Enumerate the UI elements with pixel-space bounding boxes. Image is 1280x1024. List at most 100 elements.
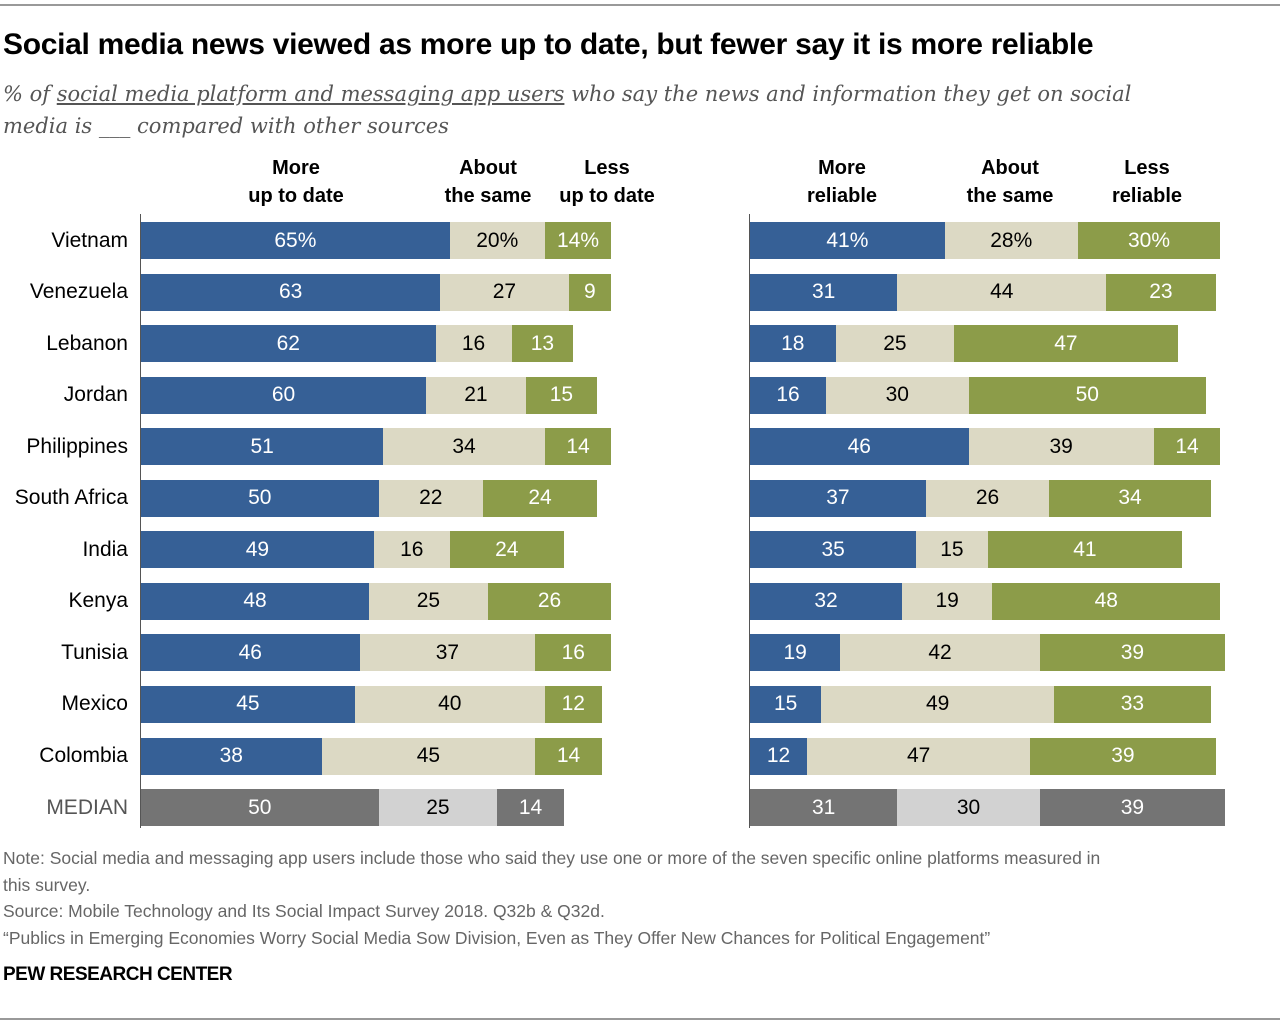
bar-segment: 46 [750,428,969,466]
bar-segment: 14 [544,428,612,466]
bar-segment: 20% [449,222,545,259]
bar-segment: 15 [525,376,597,414]
bar-segment: 22 [378,479,483,517]
bar-segment: 9 [568,273,612,311]
left-axis [140,214,141,828]
bar-segment: 39 [1030,737,1216,775]
bar-segment: 15 [750,685,822,723]
bar-segment: 30 [826,376,969,414]
header-less-reliable: Less reliable [1111,157,1183,207]
category-label: Colombia [39,744,128,767]
bar-segment: 44 [897,273,1107,311]
bar-segment: 34 [383,428,545,466]
chart-subtitle: % of social media platform and messaging… [3,78,1183,142]
bar-segment: 62 [141,325,436,363]
bar-segment: 45 [321,737,536,775]
bar-segment: 30% [1077,222,1221,259]
bar-segment: 24 [483,479,597,517]
bar-segment: 65% [141,222,450,259]
bar-segment: 14 [497,789,564,827]
bar-segment: 27 [440,273,569,311]
bar-segment: 40 [354,685,545,723]
category-label: Venezuela [29,280,128,304]
bar-segment: 12 [750,737,807,775]
bar-segment: 39 [1039,789,1225,827]
bar-segment: 16 [535,634,612,672]
bar-segment: 26 [487,582,612,620]
bar-segment: 35 [750,531,917,569]
bar-segment: 47 [954,325,1178,363]
bar-segment: 16 [435,325,512,363]
header-about-same-right: About the same [966,157,1054,207]
bar-segment: 19 [902,582,993,620]
header-about-same-left: About the same [444,157,532,207]
category-label: Jordan [63,383,128,407]
bar-segment: 21 [426,376,526,414]
category-label: South Africa [14,486,128,510]
source: Source: Mobile Technology and Its Social… [3,901,605,921]
header-more-reliable: More reliable [806,157,878,207]
bar-segment: 25 [369,582,488,620]
bar-segment: 14 [535,737,602,775]
pew-logo-text: PEW RESEARCH CENTER [3,964,233,985]
bar-segment: 28% [944,222,1078,259]
bar-segment: 48 [992,582,1221,620]
bar-segment: 24 [449,531,564,569]
note: Note: Social media and messaging app use… [3,848,1101,895]
category-label: Lebanon [46,331,128,355]
category-label: Kenya [68,589,128,613]
bar-segment: 39 [968,428,1154,466]
bar-segment: 16 [750,376,826,414]
subtitle-suffix: who say the news and information they ge… [3,82,1132,138]
category-label: Mexico [61,692,128,716]
category-label: Vietnam [51,228,128,252]
bar-segment: 25 [378,789,498,827]
bar-segment: 19 [750,634,841,672]
bar-segment: 23 [1106,273,1216,311]
bar-segment: 49 [141,531,374,569]
bar-segment: 34 [1049,479,1211,517]
bar-segment: 63 [141,273,441,311]
bar-segment: 31 [750,789,898,827]
category-label: Tunisia [61,640,128,664]
bar-segment: 25 [835,325,955,363]
category-label: MEDIAN [46,795,128,819]
bar-segment: 30 [897,789,1040,827]
bar-segment: 16 [373,531,450,569]
bar-segment: 51 [141,428,384,466]
bar-segment: 48 [141,582,369,620]
bar-segment: 50 [141,789,379,827]
bottom-rule [0,1018,1280,1020]
bar-segment: 39 [1039,634,1225,672]
subtitle-link[interactable]: social media platform and messaging app … [56,82,565,106]
bar-segment: 13 [511,325,574,363]
bar-segment: 37 [750,479,926,517]
bar-segment: 47 [807,737,1031,775]
bar-segment: 50 [141,479,379,517]
bar-segment: 50 [968,376,1206,414]
bar-segment: 60 [141,376,426,414]
bar-segment: 18 [750,325,836,363]
right-axis [749,214,750,828]
header-more-up-to-date: More up to date [248,157,344,207]
header-less-up-to-date: Less up to date [559,157,655,207]
bar-segment: 33 [1054,685,1211,723]
bar-segment: 38 [141,737,322,775]
top-rule [0,4,1280,6]
bar-segment: 41 [987,531,1183,569]
bar-segment: 49 [821,685,1054,723]
bar-segment: 26 [925,479,1050,517]
bar-segment: 31 [750,273,898,311]
report-title: “Publics in Emerging Economies Worry Soc… [3,928,991,948]
bar-segment: 46 [141,634,360,672]
bar-segment: 14 [1153,428,1221,466]
bar-segment: 42 [840,634,1040,672]
bar-segment: 37 [359,634,536,672]
bar-segment: 41% [750,222,945,259]
bar-segment: 14% [544,222,612,259]
bar-segment: 15 [916,531,988,569]
category-label: Philippines [26,434,128,458]
chart-title: Social media news viewed as more up to d… [3,28,1094,61]
bar-segment: 32 [750,582,902,620]
bar-segment: 45 [141,685,355,723]
